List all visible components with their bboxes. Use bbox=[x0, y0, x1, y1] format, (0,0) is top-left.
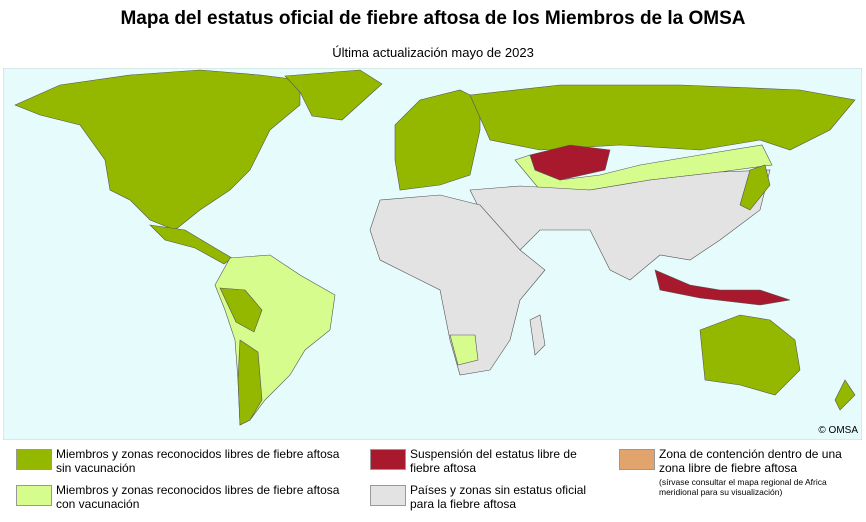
legend-text: Países y zonas sin estatus oficial para … bbox=[410, 483, 587, 511]
subtitle: Última actualización mayo de 2023 bbox=[332, 45, 534, 60]
legend-label: Países y zonas sin estatus oficial para … bbox=[410, 483, 610, 511]
legend-text: Suspensión del estatus libre de fiebre a… bbox=[410, 447, 577, 475]
namibia bbox=[449, 334, 479, 366]
kazakhstan bbox=[529, 144, 611, 181]
japan bbox=[739, 164, 771, 211]
copyright: © OMSA bbox=[818, 425, 858, 436]
legend-note: (sírvase consultar el mapa regional de A… bbox=[659, 477, 827, 497]
legend-label: Miembros y zonas reconocidos libres de f… bbox=[56, 483, 356, 511]
legend-swatch bbox=[619, 449, 655, 470]
legend-label: Zona de contención dentro de una zona li… bbox=[659, 447, 859, 497]
legend-swatch bbox=[16, 449, 52, 470]
africa bbox=[369, 194, 546, 376]
legend-text: Miembros y zonas reconocidos libres de f… bbox=[56, 483, 340, 511]
north-america bbox=[14, 69, 301, 231]
greenland bbox=[284, 69, 383, 121]
russia bbox=[469, 84, 856, 151]
indonesia bbox=[654, 269, 791, 306]
new-zealand bbox=[834, 379, 856, 411]
legend-swatch bbox=[16, 485, 52, 506]
world-map bbox=[3, 68, 862, 440]
legend-label: Miembros y zonas reconocidos libres de f… bbox=[56, 447, 356, 475]
madagascar bbox=[529, 314, 546, 356]
legend-label: Suspensión del estatus libre de fiebre a… bbox=[410, 447, 610, 475]
legend-text: Miembros y zonas reconocidos libres de f… bbox=[56, 447, 340, 475]
title: Mapa del estatus oficial de fiebre aftos… bbox=[120, 8, 746, 29]
legend-text: Zona de contención dentro de una zona li… bbox=[659, 447, 842, 475]
peru bbox=[219, 287, 263, 333]
legend-swatch bbox=[370, 485, 406, 506]
southern-cone bbox=[237, 339, 263, 426]
australia bbox=[699, 314, 801, 396]
europe bbox=[394, 89, 481, 191]
legend-swatch bbox=[370, 449, 406, 470]
